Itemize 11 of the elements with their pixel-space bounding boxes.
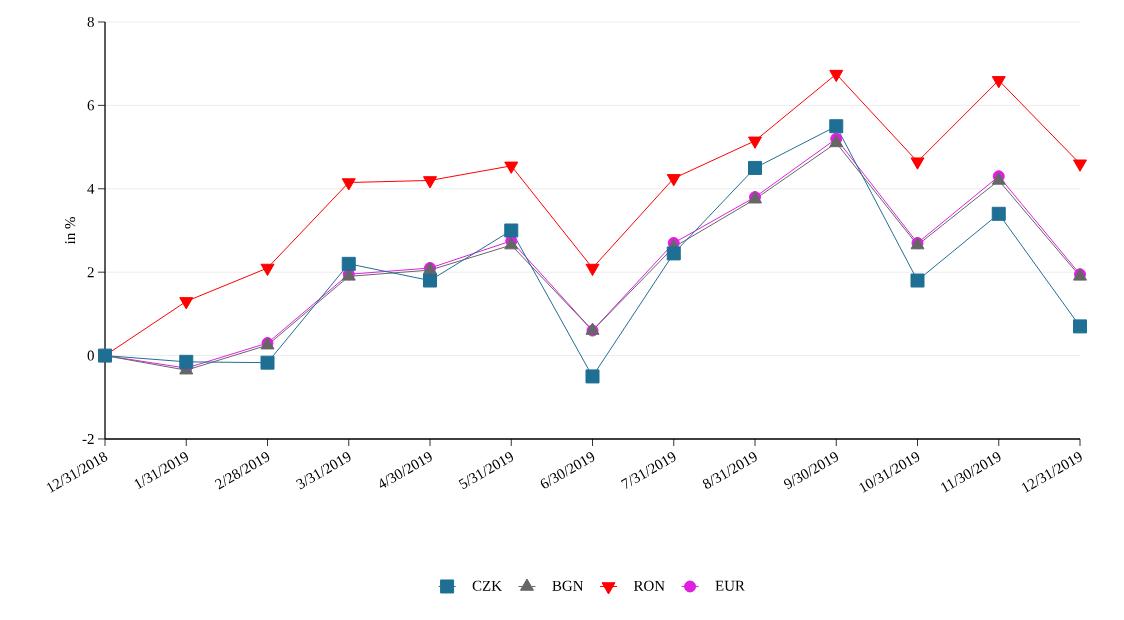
y-tick-label: 0 [87, 350, 94, 361]
legend-label: RON [633, 580, 665, 591]
y-tick-label: 6 [87, 100, 95, 111]
y-tick-label: 4 [87, 183, 95, 194]
y-tick-label: 8 [87, 16, 94, 28]
y-axis-title: in % [65, 217, 76, 245]
y-tick-label: 2 [87, 267, 94, 278]
legend-label: CZK [472, 580, 502, 591]
y-tick-label: -2 [82, 434, 94, 444]
legend-label: EUR [715, 580, 745, 591]
legend-label: BGN [552, 580, 584, 591]
